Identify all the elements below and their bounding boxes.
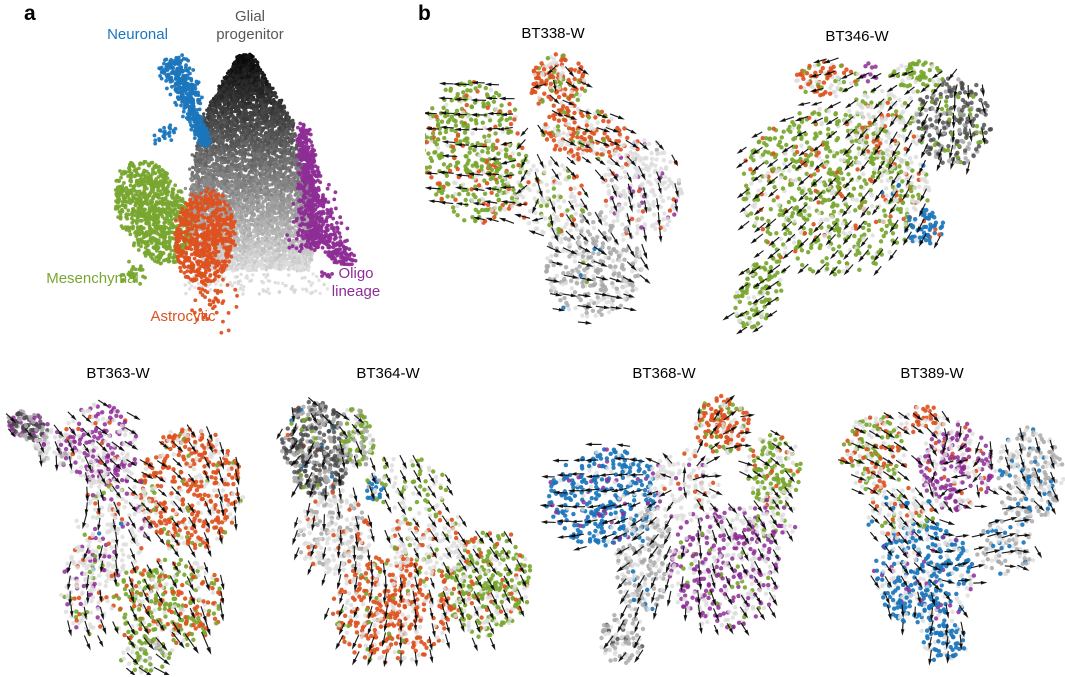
plot-title-bt364: BT364-W (356, 365, 420, 382)
bt363-velocity-plot (2, 392, 264, 675)
plot-title-bt368: BT368-W (632, 365, 696, 382)
plot-title-bt363: BT363-W (86, 365, 150, 382)
plot-title-bt346: BT346-W (825, 28, 889, 45)
lineage-overview-plot (85, 42, 395, 337)
bt368-velocity-plot (540, 392, 815, 675)
panel-a-label: a (24, 2, 36, 25)
bt338-velocity-plot (425, 45, 715, 335)
label-neuronal: Neuronal (107, 26, 168, 43)
panel-b-label: b (418, 2, 431, 25)
bt364-velocity-plot (272, 392, 535, 675)
plot-title-bt389: BT389-W (900, 365, 964, 382)
plot-title-bt338: BT338-W (521, 25, 585, 42)
bt389-velocity-plot (818, 392, 1065, 675)
label-glial-progenitor: Glial progenitor (216, 8, 284, 43)
bt346-velocity-plot (720, 50, 1020, 345)
